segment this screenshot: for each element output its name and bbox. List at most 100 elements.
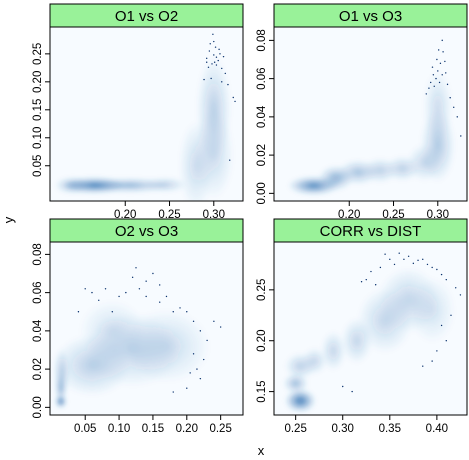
data-point (412, 262, 415, 265)
density-blob (285, 389, 316, 413)
density-blob (321, 331, 346, 371)
x-tick-label: 0.30 (427, 209, 449, 221)
data-point (179, 307, 181, 309)
y-tick-label: 0.02 (256, 144, 268, 166)
data-point (370, 270, 372, 273)
data-point (199, 377, 202, 380)
data-point (192, 353, 195, 355)
data-point (374, 284, 377, 286)
data-point (403, 258, 405, 261)
data-point (456, 116, 458, 118)
density-blob (193, 109, 234, 200)
data-point (215, 64, 218, 66)
y-tick-label: 0.04 (256, 105, 268, 128)
data-point (435, 77, 437, 80)
y-tick-label: 0.00 (32, 396, 44, 418)
data-point (437, 70, 439, 72)
data-point (221, 81, 223, 83)
density-layer (55, 56, 234, 201)
data-point (436, 58, 438, 61)
data-point (379, 266, 382, 269)
data-point (222, 55, 225, 58)
x-axis-title: x (258, 443, 265, 458)
data-point (213, 40, 215, 43)
data-point (407, 255, 410, 257)
data-point (145, 280, 147, 282)
data-point (207, 66, 210, 68)
x-axis: 0.20 0.25 0.30 (338, 201, 449, 221)
data-point (159, 301, 161, 303)
data-point (422, 365, 424, 367)
data-point (165, 295, 168, 298)
data-point (152, 272, 154, 275)
data-point (453, 106, 455, 109)
data-point (224, 72, 226, 75)
data-point (389, 258, 391, 261)
data-point (219, 53, 221, 55)
data-point (118, 295, 120, 298)
density-blob (143, 177, 187, 192)
density-layer (53, 300, 210, 408)
data-point (433, 85, 435, 87)
panel-title: O1 vs O3 (339, 8, 402, 25)
points-layer (342, 252, 462, 393)
data-point (351, 390, 353, 393)
data-point (77, 311, 80, 313)
data-point (210, 77, 212, 80)
data-point (219, 326, 222, 328)
data-point (135, 267, 137, 269)
data-point (437, 49, 440, 51)
data-point (214, 46, 217, 48)
x-tick-label: 0.10 (108, 423, 130, 435)
y-axis: 0.00 0.02 0.04 0.06 0.08 (32, 243, 50, 419)
x-axis: 0.05 0.10 0.15 0.20 0.25 (74, 415, 232, 435)
x-tick-label: 0.20 (176, 423, 198, 435)
y-tick-label: 0.20 (32, 71, 44, 93)
data-point (208, 50, 211, 52)
data-point (439, 62, 442, 65)
data-point (459, 294, 462, 296)
x-axis: 0.25 0.30 0.35 0.40 (284, 415, 448, 435)
y-tick-label: 0.02 (32, 358, 44, 380)
data-point (206, 57, 208, 60)
data-point (111, 311, 114, 313)
data-point (342, 385, 344, 388)
data-point (159, 284, 161, 286)
density-blob (302, 348, 327, 375)
data-point (440, 273, 443, 276)
data-point (460, 135, 462, 137)
data-point (431, 266, 433, 269)
data-point (196, 368, 198, 370)
data-point (431, 66, 434, 68)
panel-title: CORR vs DIST (320, 223, 422, 240)
panel-4: CORR vs DIST 0.25 0.30 0.35 0.40 0.15 0.20 0.25 (256, 218, 468, 435)
data-point (131, 276, 134, 279)
data-point (436, 350, 438, 352)
data-point (189, 372, 191, 374)
data-point (125, 291, 127, 294)
data-point (199, 330, 202, 332)
data-point (186, 387, 188, 389)
data-point (393, 263, 396, 266)
panel-strip (49, 3, 244, 28)
data-point (417, 259, 419, 262)
panel-strip (49, 218, 244, 243)
y-tick-label: 0.06 (32, 281, 44, 303)
density-blob (55, 177, 90, 194)
x-tick-label: 0.35 (379, 423, 401, 435)
data-point (213, 61, 216, 63)
y-tick-label: 0.25 (256, 279, 268, 301)
points-layer (425, 39, 462, 137)
y-axis: 0.00 0.02 0.04 0.06 0.08 (256, 29, 274, 205)
y-tick-label: 0.08 (256, 29, 268, 51)
data-point (431, 360, 433, 362)
panel-1: O1 vs O2 0.20 0.25 0.30 0.05 0.10 0.15 0.20 0.25 (32, 3, 244, 221)
density-blob (123, 309, 210, 383)
data-point (450, 314, 452, 316)
x-tick-label: 0.05 (74, 423, 96, 435)
y-tick-label: 0.25 (32, 43, 44, 65)
y-tick-label: 0.05 (32, 155, 44, 177)
data-point (213, 54, 215, 56)
data-point (436, 268, 438, 271)
